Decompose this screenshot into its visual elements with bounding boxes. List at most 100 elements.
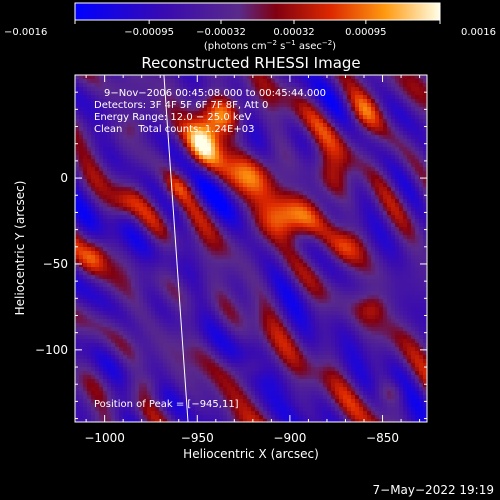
heatmap-cell	[219, 115, 224, 120]
heatmap-cell	[207, 115, 212, 120]
heatmap-cell	[295, 95, 300, 100]
heatmap-cell	[283, 291, 288, 296]
heatmap-cell	[315, 163, 320, 168]
heatmap-cell	[243, 115, 248, 120]
heatmap-cell	[163, 195, 168, 200]
heatmap-cell	[75, 151, 80, 156]
heatmap-cell	[331, 127, 336, 132]
heatmap-cell	[155, 99, 160, 104]
heatmap-cell	[243, 295, 248, 300]
heatmap-cell	[275, 139, 280, 144]
heatmap-cell	[211, 147, 216, 152]
heatmap-cell	[315, 155, 320, 160]
heatmap-cell	[143, 243, 148, 248]
heatmap-cell	[367, 187, 372, 192]
heatmap-cell	[395, 175, 400, 180]
heatmap-cell	[103, 283, 108, 288]
heatmap-cell	[287, 99, 292, 104]
heatmap-cell	[171, 251, 176, 256]
heatmap-cell	[175, 247, 180, 252]
heatmap-cell	[335, 251, 340, 256]
heatmap-cell	[399, 175, 404, 180]
heatmap-cell	[415, 95, 420, 100]
heatmap-cell	[215, 143, 220, 148]
heatmap-cell	[271, 227, 276, 232]
heatmap-cell	[179, 91, 184, 96]
heatmap-cell	[383, 195, 388, 200]
heatmap-cell	[131, 75, 136, 80]
heatmap-cell	[327, 83, 332, 88]
heatmap-cell	[243, 179, 248, 184]
heatmap-cell	[411, 103, 416, 108]
heatmap-cell	[139, 267, 144, 272]
heatmap-cell	[103, 87, 108, 92]
colorbar-frame	[74, 2, 441, 21]
heatmap-cell	[151, 267, 156, 272]
heatmap-cell	[203, 251, 208, 256]
heatmap-cell	[423, 255, 427, 260]
heatmap-cell	[283, 107, 288, 112]
heatmap-cell	[147, 155, 152, 160]
heatmap-cell	[347, 239, 352, 244]
heatmap-cell	[95, 239, 100, 244]
heatmap-cell	[103, 255, 108, 260]
heatmap-cell	[119, 215, 124, 220]
heatmap-cell	[91, 155, 96, 160]
heatmap-cell	[391, 291, 396, 296]
heatmap-cell	[271, 219, 276, 224]
heatmap-cell	[407, 235, 412, 240]
heatmap-cell	[307, 207, 312, 212]
heatmap-cell	[107, 191, 112, 196]
heatmap-cell	[403, 259, 408, 264]
heatmap-cell	[223, 95, 228, 100]
heatmap-cell	[339, 271, 344, 276]
heatmap-cell	[307, 179, 312, 184]
heatmap-cell	[319, 103, 324, 108]
colorbar-tick-label: 0.0016	[461, 27, 496, 38]
heatmap-cell	[311, 159, 316, 164]
heatmap-cell	[271, 155, 276, 160]
heatmap-cell	[331, 139, 336, 144]
heatmap-cell	[147, 247, 152, 252]
heatmap-cell	[131, 295, 136, 300]
heatmap-cell	[163, 147, 168, 152]
heatmap-cell	[147, 251, 152, 256]
heatmap-cell	[331, 95, 336, 100]
heatmap-cell	[411, 187, 416, 192]
heatmap-cell	[203, 283, 208, 288]
heatmap-cell	[207, 251, 212, 256]
heatmap-cell	[363, 163, 368, 168]
heatmap-cell	[211, 267, 216, 272]
heatmap-cell	[223, 87, 228, 92]
heatmap-cell	[343, 171, 348, 176]
heatmap-cell	[223, 127, 228, 132]
heatmap-cell	[131, 91, 136, 96]
heatmap-cell	[263, 199, 268, 204]
heatmap-cell	[395, 291, 400, 296]
heatmap-cell	[331, 247, 336, 252]
heatmap-cell	[187, 115, 192, 120]
heatmap-cell	[95, 295, 100, 300]
heatmap-cell	[123, 279, 128, 284]
heatmap-cell	[207, 95, 212, 100]
heatmap-cell	[211, 123, 216, 128]
heatmap-cell	[407, 267, 412, 272]
heatmap-cell	[79, 231, 84, 236]
heatmap-cell	[147, 187, 152, 192]
heatmap-cell	[391, 195, 396, 200]
heatmap-cell	[111, 271, 116, 276]
heatmap-cell	[323, 235, 328, 240]
heatmap-cell	[187, 291, 192, 296]
heatmap-cell	[331, 179, 336, 184]
heatmap-cell	[391, 107, 396, 112]
heatmap-cell	[399, 91, 404, 96]
heatmap-cell	[223, 207, 228, 212]
heatmap-cell	[355, 215, 360, 220]
heatmap-cell	[359, 195, 364, 200]
heatmap-cell	[191, 271, 196, 276]
heatmap-cell	[103, 247, 108, 252]
heatmap-cell	[391, 119, 396, 124]
heatmap-cell	[355, 103, 360, 108]
heatmap-cell	[219, 251, 224, 256]
heatmap-cell	[119, 99, 124, 104]
